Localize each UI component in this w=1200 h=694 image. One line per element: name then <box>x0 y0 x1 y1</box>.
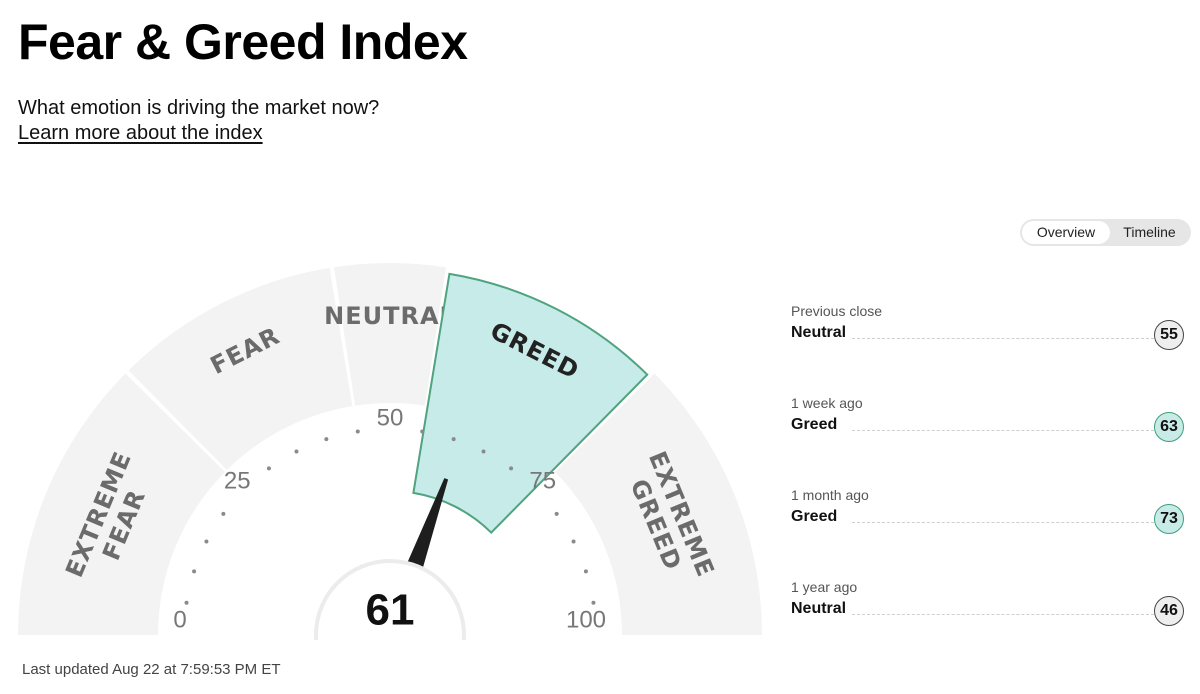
gauge-tick-dot <box>481 449 486 454</box>
learn-more-link[interactable]: Learn more about the index <box>18 122 263 144</box>
gauge-tick-dot <box>355 429 360 434</box>
tab-timeline[interactable]: Timeline <box>1123 224 1176 240</box>
view-toggle: Overview Timeline <box>1020 219 1191 246</box>
gauge-svg: EXTREMEFEARFEARNEUTRALGREEDEXTREMEGREED0… <box>18 263 762 640</box>
fear-greed-gauge: EXTREMEFEAR FEAR NEUTRAL GREED EXTREMEGREED 0… <box>0 200 780 640</box>
gauge-tick-dot <box>420 429 425 434</box>
gauge-tick-dot <box>583 569 588 574</box>
gauge-tick-dot <box>571 539 576 544</box>
gauge-zone-extreme-fear <box>18 373 225 635</box>
history-1-week-ago: 1 week ago Greed 63 <box>790 394 1188 454</box>
history-rating: Greed <box>791 416 838 433</box>
gauge-tick-dot <box>184 600 189 605</box>
gauge-tick-label: 100 <box>566 606 606 633</box>
gauge-tick-dot <box>591 600 596 605</box>
last-updated: Last updated Aug 22 at 7:59:53 PM ET <box>22 661 281 678</box>
history-previous-close: Previous close Neutral 55 <box>790 302 1188 362</box>
history-score-badge: 55 <box>1154 320 1184 350</box>
gauge-tick-dot <box>204 539 209 544</box>
gauge-tick-label: 50 <box>377 404 404 431</box>
gauge-tick-dot <box>294 449 299 454</box>
gauge-zone-extreme-greed <box>555 373 762 635</box>
gauge-tick-dot <box>192 569 197 574</box>
history-1-year-ago: 1 year ago Neutral 46 <box>790 578 1188 638</box>
dotted-leader <box>852 338 1154 339</box>
dotted-leader <box>852 614 1154 615</box>
history-label: 1 week ago <box>791 395 863 411</box>
gauge-tick-label: 25 <box>224 468 251 495</box>
gauge-value: 61 <box>366 586 415 635</box>
gauge-needle <box>402 478 449 580</box>
page-subtitle: What emotion is driving the market now? <box>18 97 380 119</box>
history-label: Previous close <box>791 303 883 319</box>
gauge-tick-label: 75 <box>529 468 556 495</box>
history-1-month-ago: 1 month ago Greed 73 <box>790 486 1188 546</box>
history-rating: Greed <box>791 508 838 525</box>
gauge-tick-label: 0 <box>173 606 186 633</box>
tab-overview[interactable]: Overview <box>1022 221 1110 244</box>
gauge-tick-dot <box>509 466 514 471</box>
history-rating: Neutral <box>791 600 847 617</box>
gauge-zone-fear <box>128 267 353 470</box>
history-score-badge: 46 <box>1154 596 1184 626</box>
history-score-badge: 63 <box>1154 412 1184 442</box>
history-label: 1 month ago <box>791 487 869 503</box>
gauge-tick-dot <box>324 437 329 442</box>
gauge-tick-dot <box>451 437 456 442</box>
gauge-zone-label: NEUTRAL <box>324 302 456 330</box>
history-rating: Neutral <box>791 324 847 341</box>
dotted-leader <box>852 522 1154 523</box>
gauge-zone-neutral <box>334 263 446 406</box>
history-label: 1 year ago <box>791 579 858 595</box>
gauge-tick-dot <box>221 511 226 516</box>
gauge-tick-dot <box>266 466 271 471</box>
gauge-hub <box>318 563 462 640</box>
gauge-tick-dot <box>554 511 559 516</box>
page-title: Fear & Greed Index <box>18 14 468 70</box>
dotted-leader <box>852 430 1154 431</box>
history-score-badge: 73 <box>1154 504 1184 534</box>
